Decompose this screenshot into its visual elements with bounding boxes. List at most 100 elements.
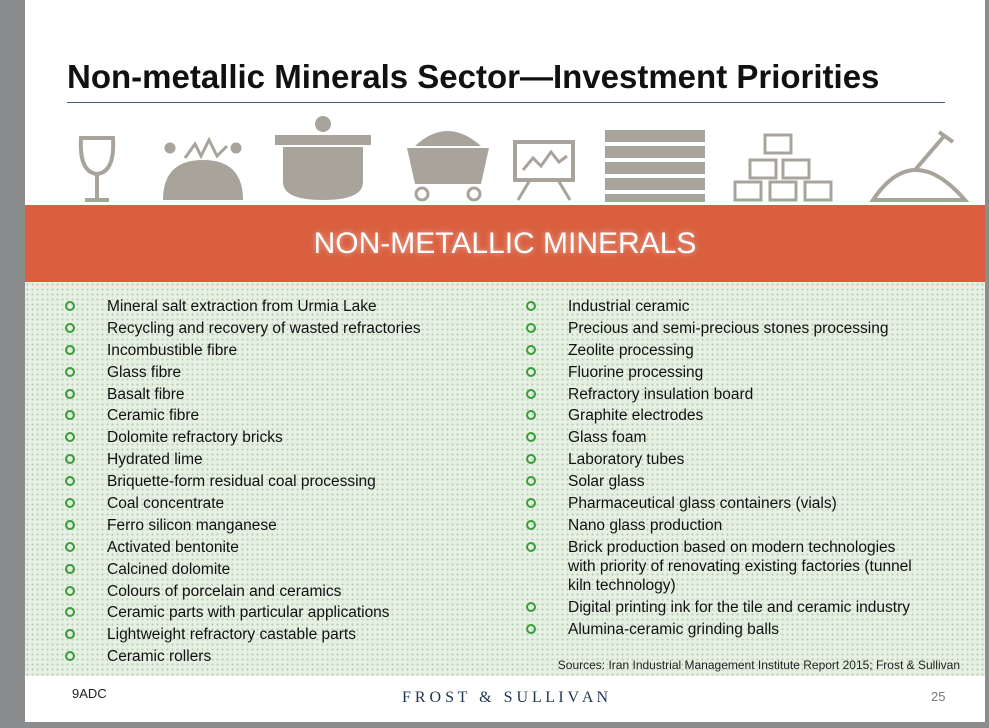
bullet (526, 541, 536, 552)
bullet (526, 301, 536, 311)
item-text: Colours of porcelain and ceramics (107, 582, 342, 600)
bullet (526, 601, 536, 612)
item-text: Activated bentonite (107, 538, 239, 556)
list-item: Fluorine processing (526, 363, 916, 382)
list-item: Mineral salt extraction from Urmia Lake (65, 297, 485, 316)
bullet (65, 366, 75, 377)
bullet (65, 388, 75, 399)
item-text: Calcined dolomite (107, 560, 231, 578)
item-text: Ceramic parts with particular applicatio… (107, 604, 390, 622)
bullet (65, 498, 75, 509)
bullet (65, 585, 75, 596)
bullet (65, 629, 75, 640)
left-list: Mineral salt extraction from Urmia Lake R… (65, 297, 485, 669)
list-item: Ferro silicon manganese (65, 516, 485, 535)
bullet (526, 344, 536, 355)
item-text: Mineral salt extraction from Urmia Lake (107, 298, 377, 315)
bullet (526, 519, 536, 530)
list-item: Precious and semi-precious stones proces… (526, 319, 916, 338)
item-text: Recycling and recovery of wasted refract… (107, 319, 421, 337)
item-text: Digital printing ink for the tile and ce… (568, 598, 911, 616)
item-text: Brick production based on modern technol… (568, 538, 912, 594)
list-item: Industrial ceramic (526, 297, 916, 316)
list-item: Alumina-ceramic grinding balls (526, 620, 916, 639)
bullet (526, 366, 536, 377)
item-text: Dolomite refractory bricks (107, 429, 283, 447)
list-item: Coal concentrate (65, 494, 485, 513)
list-item: Ceramic rollers (65, 647, 485, 666)
footer-code: 9ADC (72, 686, 107, 701)
list-item: Briquette-form residual coal processing (65, 472, 485, 491)
item-text: Basalt fibre (107, 385, 185, 403)
item-text: Zeolite processing (568, 341, 694, 359)
list-item: Ceramic fibre (65, 406, 485, 425)
item-text: Ceramic fibre (107, 407, 200, 425)
bullet (526, 410, 536, 421)
bullet (526, 498, 536, 509)
source-note: Sources: Iran Industrial Management Inst… (557, 658, 960, 672)
list-item: Refractory insulation board (526, 385, 916, 404)
item-text: Glass fibre (107, 363, 182, 381)
bullet (65, 519, 75, 530)
item-text: Ferro silicon manganese (107, 516, 277, 534)
page-number: 25 (931, 689, 946, 704)
list-item: Ceramic parts with particular applicatio… (65, 603, 485, 622)
list-item: Incombustible fibre (65, 341, 485, 360)
bullet (65, 344, 75, 355)
bullet (65, 322, 75, 333)
list-item: Activated bentonite (65, 538, 485, 557)
item-text: Graphite electrodes (568, 407, 704, 425)
item-text: Hydrated lime (107, 451, 203, 469)
bullet (526, 454, 536, 465)
bullet (526, 322, 536, 333)
list-item: Recycling and recovery of wasted refract… (65, 319, 485, 338)
list-item: Calcined dolomite (65, 560, 485, 579)
footer-brand: F R O S T & S U L L I V A N (401, 689, 609, 706)
item-text: Precious and semi-precious stones proces… (568, 319, 889, 337)
title: Non-metallic Minerals Sector—Investment … (67, 58, 880, 95)
bullet (526, 432, 536, 443)
item-text: Industrial ceramic (568, 298, 690, 315)
list-item: Dolomite refractory bricks (65, 428, 485, 447)
item-text: Coal concentrate (107, 495, 225, 513)
list-item: Nano glass production (526, 516, 916, 535)
item-text: Lightweight refractory castable parts (107, 626, 356, 644)
banner: NON-METALLIC MINERALS (25, 205, 985, 282)
icon-row (78, 116, 970, 202)
list-item: Colours of porcelain and ceramics (65, 582, 485, 601)
title-rule (67, 102, 945, 103)
bullet (65, 541, 75, 552)
list-item: Solar glass (526, 472, 916, 491)
item-text: Nano glass production (568, 516, 723, 534)
bullet (65, 476, 75, 487)
item-text: Ceramic rollers (107, 648, 212, 666)
list-item: Lightweight refractory castable parts (65, 625, 485, 644)
list-item: Brick production based on modern technol… (526, 538, 916, 595)
item-text: Briquette-form residual coal processing (107, 473, 376, 491)
bullet (65, 301, 75, 311)
item-text: Refractory insulation board (568, 385, 754, 403)
bullet (65, 607, 75, 618)
bullet (526, 476, 536, 487)
item-text: Fluorine processing (568, 363, 704, 381)
bullet (65, 432, 75, 443)
content-panel: Mineral salt extraction from Urmia Lake R… (25, 282, 985, 676)
item-text: Alumina-ceramic grinding balls (568, 620, 780, 638)
item-text: Solar glass (568, 473, 645, 491)
item-text: Laboratory tubes (568, 451, 685, 469)
list-item: Zeolite processing (526, 341, 916, 360)
list-item: Glass foam (526, 428, 916, 447)
bullet (65, 410, 75, 421)
bullet (65, 454, 75, 465)
item-text: Incombustible fibre (107, 341, 238, 359)
list-item: Hydrated lime (65, 450, 485, 469)
bullet (526, 623, 536, 634)
slide: Non-metallic Minerals Sector—Investment … (25, 0, 985, 722)
list-item: Graphite electrodes (526, 406, 916, 425)
bullet (65, 651, 75, 662)
list-item: Basalt fibre (65, 385, 485, 404)
list-item: Glass fibre (65, 363, 485, 382)
item-text: Glass foam (568, 429, 647, 447)
list-item: Laboratory tubes (526, 450, 916, 469)
